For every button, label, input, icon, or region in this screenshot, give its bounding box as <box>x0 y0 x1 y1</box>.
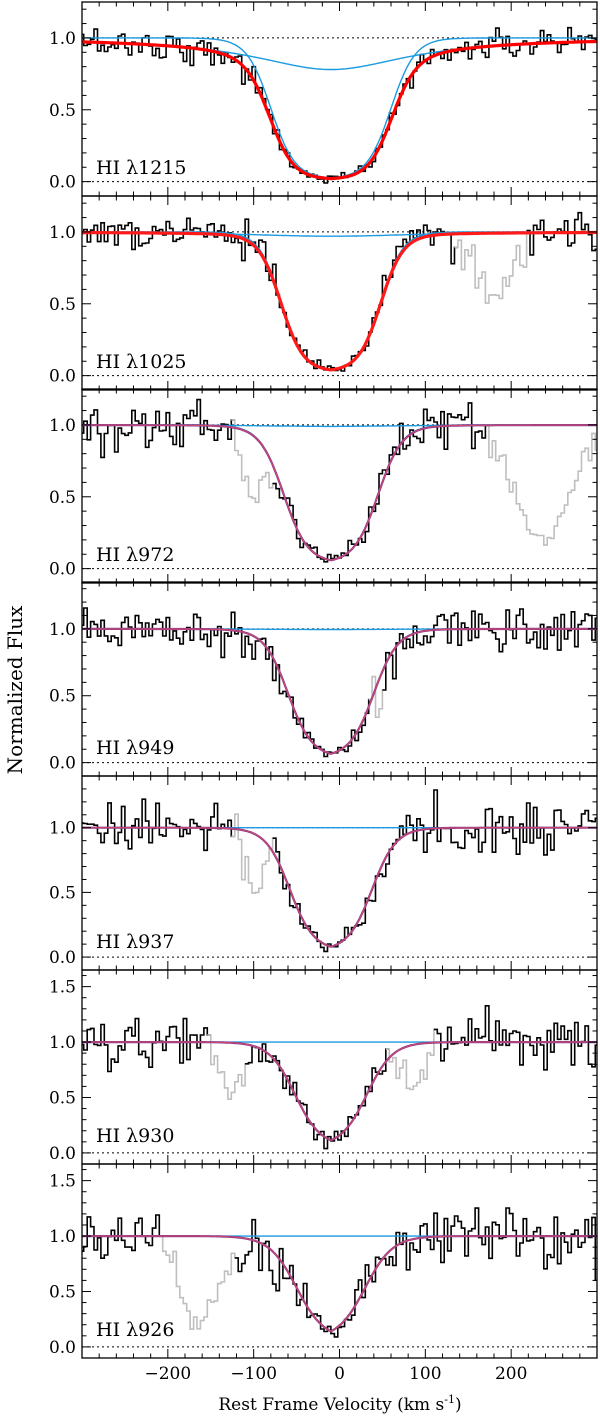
y-tick-label: 1.0 <box>49 223 76 243</box>
observed-spectrum <box>82 1214 163 1259</box>
transition-label: HI λ1215 <box>96 157 187 179</box>
total-fit <box>82 627 597 755</box>
y-tick-label: 0.5 <box>49 101 76 121</box>
spectrum-panel: 0.0 0.5 1.0 HI λ1215 <box>49 1 598 197</box>
observed-spectrum <box>82 798 235 852</box>
masked-spectrum <box>207 1034 249 1100</box>
x-tick-label: −200 <box>144 1364 191 1384</box>
total-fit-highlight <box>82 628 597 755</box>
observed-spectrum <box>272 402 489 563</box>
total-fit-highlight <box>82 424 597 561</box>
transition-label: HI λ926 <box>96 1319 174 1341</box>
spectrum-panel: 0.0 0.5 1.0 1.5 HI λ930 <box>49 969 598 1165</box>
x-axis-label-unit-exponent: -1 <box>444 1393 455 1406</box>
observed-spectrum <box>82 26 597 184</box>
y-tick-label: 0.0 <box>49 948 76 968</box>
masked-spectrum <box>159 1235 239 1330</box>
y-tick-label: 0.5 <box>49 1088 76 1108</box>
plot-area <box>82 1207 597 1348</box>
y-tick-label: 1.5 <box>49 978 76 998</box>
total-fit-highlight <box>82 1235 597 1332</box>
y-tick-label: 1.0 <box>49 1033 76 1053</box>
spectrum-panel: 0.0 0.5 1.0 HI λ1025 <box>49 195 598 391</box>
observed-spectrum <box>382 608 597 691</box>
y-tick-label: 0.5 <box>49 488 76 508</box>
y-tick-label: 0.5 <box>49 883 76 903</box>
core-component-fit <box>82 628 597 755</box>
x-axis-label: Rest Frame Velocity (km s-1) <box>218 1393 461 1415</box>
total-fit <box>82 39 597 181</box>
total-fit <box>82 230 597 372</box>
x-tick-label: −100 <box>230 1364 277 1384</box>
y-tick-label: 1.0 <box>49 29 76 49</box>
core-component-fit <box>82 424 597 561</box>
y-tick-label: 1.0 <box>49 620 76 640</box>
plot-area <box>82 26 597 184</box>
x-axis-label-close: ) <box>455 1395 462 1415</box>
observed-spectrum <box>82 607 373 758</box>
x-tick-label: 0 <box>334 1364 345 1384</box>
plot-area <box>82 789 597 958</box>
transition-label: HI λ1025 <box>96 351 187 373</box>
spectrum-panel: 0.0 0.5 1.0 1.5 HI λ926 <box>49 1163 598 1359</box>
y-tick-label: 0.0 <box>49 560 76 580</box>
y-tick-label: 0.0 <box>49 367 76 387</box>
y-axis-label: Normalized Flux <box>3 605 27 774</box>
transition-label: HI λ972 <box>96 544 174 566</box>
y-tick-label: 1.5 <box>49 1172 76 1192</box>
masked-spectrum <box>231 419 276 504</box>
spectrum-panel: 0.0 0.5 1.0 HI λ972 <box>49 388 598 584</box>
total-fit <box>82 424 597 562</box>
masked-spectrum <box>368 675 386 718</box>
x-tick-labels: −200 −100 0 100 200 <box>144 1364 527 1384</box>
spectrum-panel: 0.0 0.5 1.0 HI λ949 <box>49 581 598 777</box>
y-tick-label: 1.0 <box>49 416 76 436</box>
y-tick-label: 0.5 <box>49 1282 76 1302</box>
x-tick-label: 100 <box>409 1364 441 1384</box>
observed-spectrum <box>433 1005 597 1071</box>
y-tick-label: 1.0 <box>49 819 76 839</box>
plot-area <box>82 398 597 570</box>
observed-spectrum <box>82 398 235 459</box>
transition-label: HI λ949 <box>96 737 174 759</box>
transition-label: HI λ937 <box>96 931 174 953</box>
observed-spectrum <box>82 217 458 372</box>
x-axis-label-main: Rest Frame Velocity (km s <box>218 1395 444 1415</box>
y-tick-label: 0.0 <box>49 1144 76 1164</box>
observed-spectrum <box>272 789 597 953</box>
observed-spectrum <box>82 1017 211 1073</box>
plot-area <box>82 211 597 377</box>
y-tick-label: 0.0 <box>49 754 76 774</box>
panels-group: 0.0 0.5 1.0 HI λ1215 0.0 0.5 1.0 HI λ1025 0.0 0.5… <box>49 1 598 1359</box>
masked-spectrum <box>385 1028 438 1091</box>
total-fit-highlight <box>82 827 597 948</box>
total-fit-highlight <box>82 1041 597 1141</box>
plot-area <box>82 607 597 764</box>
y-tick-label: 0.0 <box>49 1338 76 1358</box>
masked-spectrum <box>454 229 530 304</box>
masked-spectrum <box>485 424 597 546</box>
masked-spectrum <box>231 813 276 894</box>
y-tick-label: 1.0 <box>49 1227 76 1247</box>
x-tick-label: 200 <box>495 1364 527 1384</box>
observed-spectrum <box>245 1043 390 1150</box>
y-tick-label: 0.5 <box>49 687 76 707</box>
plot-area <box>82 1005 597 1154</box>
transition-label: HI λ930 <box>96 1125 174 1147</box>
y-tick-label: 0.5 <box>49 295 76 315</box>
y-tick-label: 0.0 <box>49 173 76 193</box>
spectrum-panel: 0.0 0.5 1.0 HI λ937 <box>49 775 598 971</box>
